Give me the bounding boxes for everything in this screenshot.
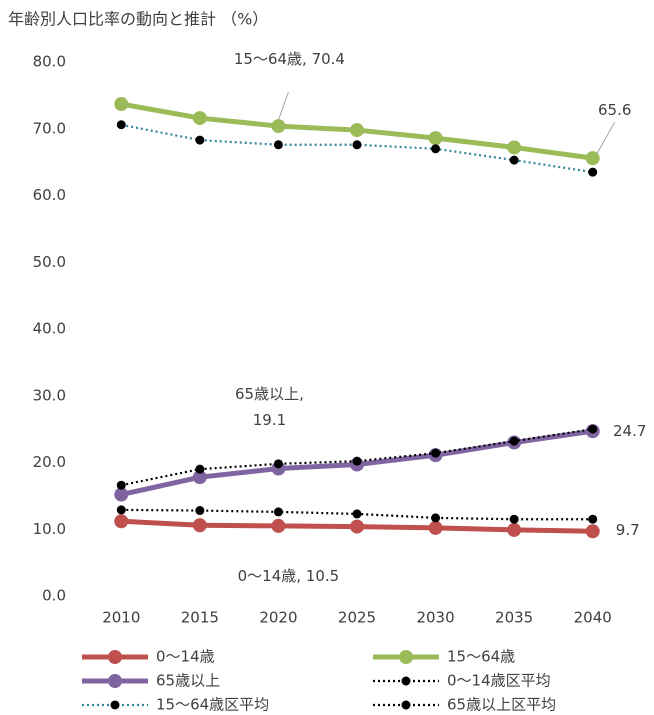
data-point xyxy=(588,424,598,434)
data-point xyxy=(195,464,205,474)
legend-marker xyxy=(399,650,413,664)
data-point xyxy=(271,518,286,533)
data-point xyxy=(509,155,519,165)
legend-marker xyxy=(110,700,120,710)
data-point xyxy=(195,135,205,145)
data-point xyxy=(509,514,519,524)
y-tick-label: 20.0 xyxy=(33,453,66,471)
data-point xyxy=(273,507,283,517)
data-point xyxy=(588,167,598,177)
x-tick-label: 2040 xyxy=(574,609,612,627)
y-tick-label: 60.0 xyxy=(33,186,66,204)
data-point xyxy=(114,514,129,529)
data-point xyxy=(114,97,129,112)
data-label: 65歳以上, 19.1 xyxy=(234,384,304,429)
data-point xyxy=(192,518,207,533)
data-point xyxy=(585,524,600,539)
data-point xyxy=(428,520,443,535)
y-tick-label: 30.0 xyxy=(33,386,66,404)
data-point xyxy=(350,123,364,138)
data-point xyxy=(431,513,441,523)
y-tick-label: 0.0 xyxy=(42,587,66,605)
data-point xyxy=(116,505,126,515)
legend-label: 0〜14歳 xyxy=(156,648,215,666)
data-label: 9.7 xyxy=(615,521,640,540)
legend-marker xyxy=(401,700,411,710)
legend-label: 65歳以上区平均 xyxy=(447,696,556,714)
data-point xyxy=(192,111,207,126)
y-tick-label: 80.0 xyxy=(33,53,66,71)
x-tick-label: 2035 xyxy=(495,609,533,627)
chart-title: 年齢別人口比率の動向と推計 （%） xyxy=(8,10,268,29)
data-point xyxy=(507,140,522,155)
legend-marker xyxy=(108,650,122,664)
legend-marker xyxy=(401,676,411,686)
x-tick-label: 2020 xyxy=(259,609,297,627)
data-point xyxy=(431,448,441,458)
x-tick-label: 2010 xyxy=(102,609,140,627)
data-point xyxy=(116,480,126,490)
legend-label: 65歳以上 xyxy=(156,672,220,690)
data-point xyxy=(509,436,519,446)
legend-label: 0〜14歳区平均 xyxy=(447,672,551,690)
x-tick-label: 2015 xyxy=(181,609,219,627)
data-point xyxy=(428,131,443,146)
data-point xyxy=(350,519,364,534)
data-point xyxy=(431,144,441,154)
data-point xyxy=(273,459,283,469)
x-tick-label: 2030 xyxy=(416,609,454,627)
legend-label: 15〜64歳 xyxy=(447,648,515,666)
data-point xyxy=(195,506,205,516)
data-point xyxy=(585,151,600,166)
data-label: 24.7 xyxy=(613,422,647,441)
data-label: 65.6 xyxy=(598,101,632,120)
data-point xyxy=(507,522,522,537)
data-point xyxy=(352,456,362,466)
y-tick-label: 70.0 xyxy=(33,119,66,137)
y-tick-label: 10.0 xyxy=(33,520,66,538)
data-point xyxy=(116,120,126,130)
data-label: 0〜14歳, 10.5 xyxy=(237,566,340,585)
leader-line xyxy=(277,91,289,121)
data-point xyxy=(271,119,286,134)
leader-line xyxy=(596,121,616,155)
y-tick-label: 50.0 xyxy=(33,253,66,271)
legend-label: 15〜64歳区平均 xyxy=(156,696,269,714)
data-point xyxy=(192,470,207,485)
data-point xyxy=(114,487,129,502)
x-tick-label: 2025 xyxy=(338,609,376,627)
y-tick-label: 40.0 xyxy=(33,320,66,338)
data-point xyxy=(588,514,598,524)
data-label: 15〜64歳, 70.4 xyxy=(233,50,345,69)
data-point xyxy=(352,509,362,519)
legend-marker xyxy=(108,674,122,688)
data-point xyxy=(352,140,362,150)
data-point xyxy=(273,140,283,150)
